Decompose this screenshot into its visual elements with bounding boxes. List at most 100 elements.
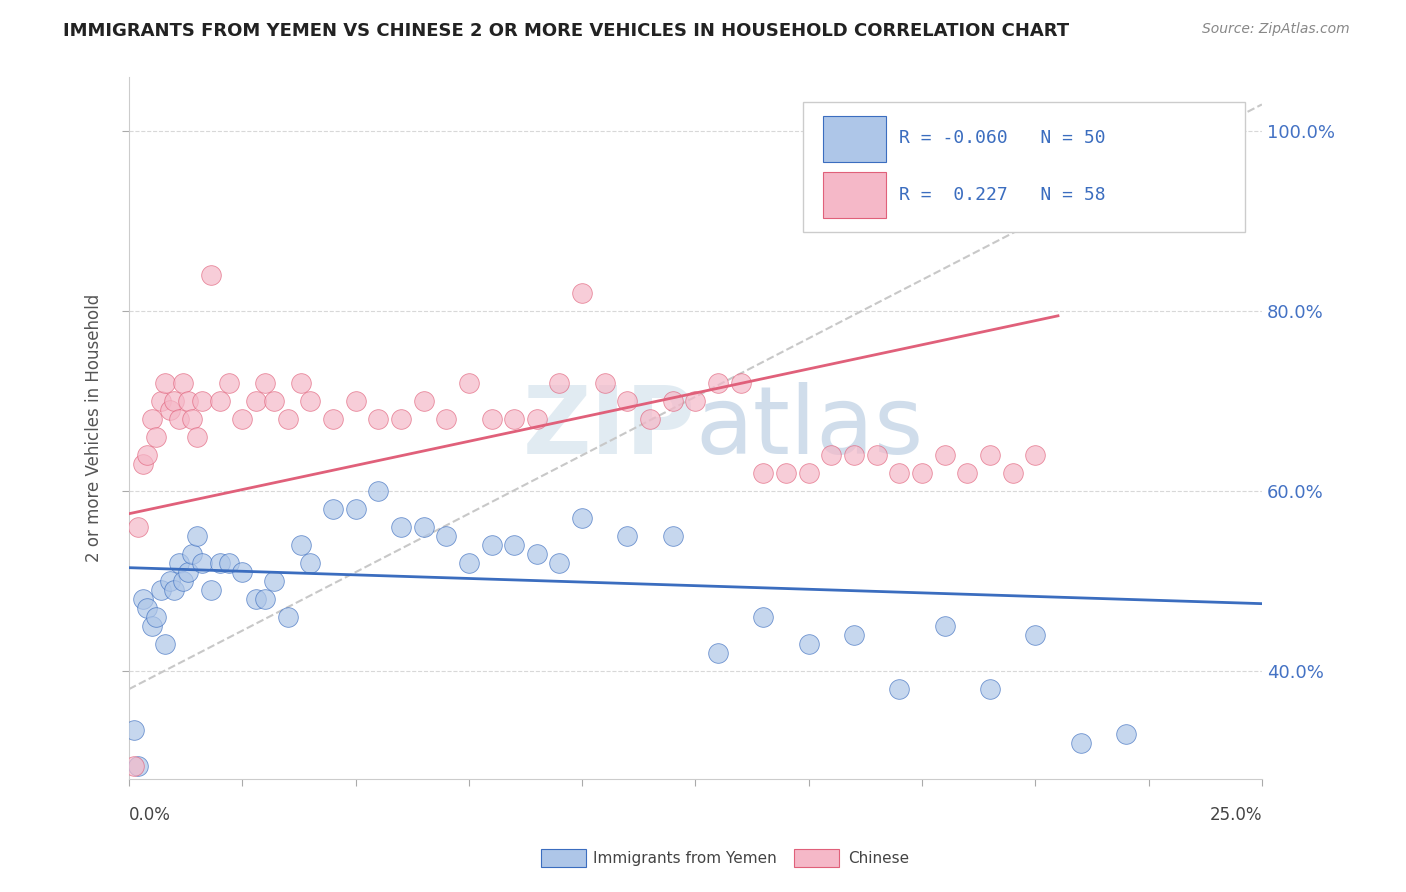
Point bbox=[200, 268, 222, 283]
Text: 25.0%: 25.0% bbox=[1209, 806, 1263, 824]
Y-axis label: 2 or more Vehicles in Household: 2 or more Vehicles in Household bbox=[86, 294, 103, 562]
Point bbox=[797, 467, 820, 481]
Point bbox=[245, 592, 267, 607]
Point bbox=[707, 646, 730, 660]
Point bbox=[752, 610, 775, 624]
Point bbox=[979, 682, 1001, 697]
Point bbox=[503, 412, 526, 426]
Point bbox=[593, 376, 616, 391]
Point bbox=[181, 547, 204, 561]
Text: IMMIGRANTS FROM YEMEN VS CHINESE 2 OR MORE VEHICLES IN HOUSEHOLD CORRELATION CHA: IMMIGRANTS FROM YEMEN VS CHINESE 2 OR MO… bbox=[63, 22, 1070, 40]
Text: atlas: atlas bbox=[696, 383, 924, 475]
Point bbox=[122, 723, 145, 737]
Point bbox=[934, 448, 956, 462]
Point bbox=[122, 758, 145, 772]
Point bbox=[167, 412, 190, 426]
Point bbox=[481, 538, 503, 552]
Text: R =  0.227   N = 58: R = 0.227 N = 58 bbox=[900, 186, 1107, 203]
Point bbox=[322, 502, 344, 516]
Point bbox=[457, 556, 479, 570]
Point bbox=[253, 592, 276, 607]
Point bbox=[662, 529, 685, 543]
Point bbox=[367, 484, 389, 499]
Point bbox=[1024, 448, 1046, 462]
Point bbox=[141, 412, 163, 426]
Point bbox=[155, 637, 177, 651]
Point bbox=[685, 394, 707, 409]
Point bbox=[367, 412, 389, 426]
Point bbox=[571, 511, 593, 525]
Point bbox=[141, 619, 163, 633]
Point bbox=[208, 556, 231, 570]
Point bbox=[548, 556, 571, 570]
Point bbox=[481, 412, 503, 426]
Point bbox=[149, 394, 172, 409]
Point bbox=[322, 412, 344, 426]
Point bbox=[172, 376, 194, 391]
Point bbox=[172, 574, 194, 589]
Text: Source: ZipAtlas.com: Source: ZipAtlas.com bbox=[1202, 22, 1350, 37]
Point bbox=[299, 394, 322, 409]
Point bbox=[190, 556, 212, 570]
Point bbox=[163, 394, 186, 409]
Point bbox=[820, 448, 842, 462]
Point bbox=[503, 538, 526, 552]
Point bbox=[616, 394, 638, 409]
Point bbox=[186, 430, 208, 444]
Point bbox=[200, 583, 222, 598]
Text: Chinese: Chinese bbox=[848, 851, 908, 865]
Point bbox=[167, 556, 190, 570]
Point bbox=[177, 565, 200, 579]
Point bbox=[218, 376, 240, 391]
Point bbox=[526, 547, 548, 561]
Point bbox=[662, 394, 685, 409]
Point bbox=[548, 376, 571, 391]
Point bbox=[277, 610, 299, 624]
Point bbox=[145, 610, 167, 624]
Point bbox=[159, 574, 181, 589]
Point bbox=[752, 467, 775, 481]
Point bbox=[797, 637, 820, 651]
Text: Immigrants from Yemen: Immigrants from Yemen bbox=[593, 851, 778, 865]
Point bbox=[131, 592, 153, 607]
Point bbox=[412, 394, 434, 409]
Point bbox=[526, 412, 548, 426]
Point bbox=[231, 412, 253, 426]
Text: R = -0.060   N = 50: R = -0.060 N = 50 bbox=[900, 129, 1107, 147]
Point bbox=[263, 574, 285, 589]
Point bbox=[730, 376, 752, 391]
Point bbox=[1001, 467, 1024, 481]
Point bbox=[911, 467, 934, 481]
Point bbox=[127, 758, 149, 772]
Point bbox=[707, 376, 730, 391]
Point bbox=[979, 448, 1001, 462]
Point bbox=[956, 467, 979, 481]
Bar bbox=[824, 172, 886, 218]
Bar bbox=[803, 102, 1244, 232]
Point bbox=[1070, 736, 1092, 750]
Point bbox=[889, 467, 911, 481]
Point bbox=[434, 529, 457, 543]
Point bbox=[389, 520, 412, 534]
Point bbox=[434, 412, 457, 426]
Point bbox=[155, 376, 177, 391]
Point bbox=[290, 376, 312, 391]
Point bbox=[181, 412, 204, 426]
Point bbox=[1024, 628, 1046, 642]
Point bbox=[127, 520, 149, 534]
Point bbox=[842, 628, 865, 642]
Point bbox=[159, 403, 181, 417]
Point bbox=[775, 467, 797, 481]
Bar bbox=[824, 116, 886, 161]
Point bbox=[163, 583, 186, 598]
Point bbox=[290, 538, 312, 552]
Point bbox=[145, 430, 167, 444]
Point bbox=[934, 619, 956, 633]
Point bbox=[190, 394, 212, 409]
Point bbox=[131, 457, 153, 471]
Point bbox=[218, 556, 240, 570]
Point bbox=[638, 412, 661, 426]
Text: ZIP: ZIP bbox=[523, 383, 696, 475]
Point bbox=[136, 601, 159, 615]
Point bbox=[149, 583, 172, 598]
